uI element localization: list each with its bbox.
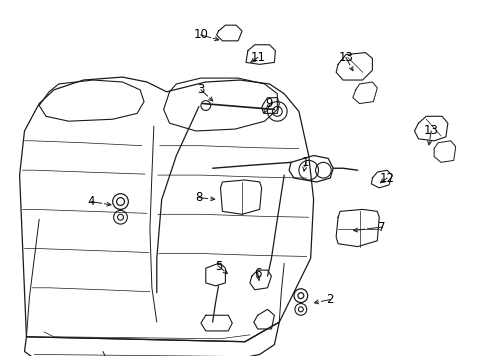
Text: 3: 3 (197, 84, 204, 96)
Text: 8: 8 (195, 191, 202, 204)
Text: 11: 11 (250, 51, 264, 64)
Text: 2: 2 (326, 293, 333, 306)
Text: 5: 5 (214, 260, 222, 273)
Text: 13: 13 (338, 51, 353, 64)
Text: 7: 7 (378, 221, 385, 234)
Text: 10: 10 (193, 28, 208, 41)
Text: 4: 4 (87, 195, 95, 208)
Text: 13: 13 (423, 125, 438, 138)
Text: 12: 12 (379, 171, 394, 185)
Text: 6: 6 (253, 267, 261, 280)
Text: 9: 9 (264, 97, 272, 110)
Text: 1: 1 (302, 156, 309, 169)
